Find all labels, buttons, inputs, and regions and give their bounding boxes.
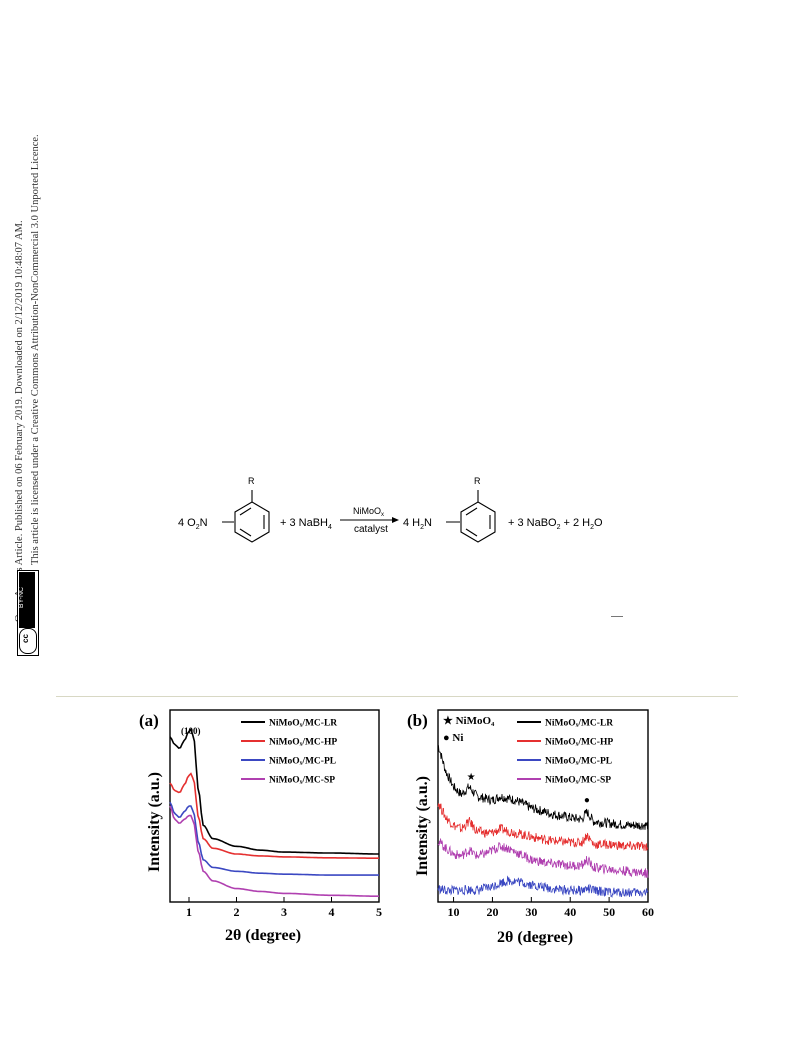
publication-info-text: Open Access Article. Published on 06 Feb… (14, 220, 25, 622)
panel-a-series (169, 727, 379, 897)
panel-a-xlabel: 2θ (degree) (225, 927, 301, 944)
legend-entry: NiMoOₓ/MC-SP (269, 776, 335, 786)
legend-entry: NiMoOₓ/MC-LR (545, 719, 613, 729)
creative-commons-icon: cc (19, 628, 37, 654)
x-tick-label: 1 (186, 905, 192, 919)
legend-entry: NiMoOₓ/MC-LR (269, 719, 337, 729)
series-line-a-3 (169, 805, 379, 897)
x-tick-label: 60 (642, 905, 654, 919)
reagent-nabh4: + 3 NaBH4 (280, 517, 332, 531)
cc-by-nc-label: BY-NC (18, 572, 35, 628)
reaction-scheme: 4 O2N R + 3 NaBH4 NiMoOx catalyst 4 H2N (178, 476, 603, 543)
panel-a-peak-annotation: (100) (181, 726, 201, 736)
x-tick-label: 5 (376, 905, 382, 919)
panel-a-label: (a) (139, 711, 159, 730)
benzene-ring-product (460, 490, 496, 543)
panel-b-xlabel: 2θ (degree) (497, 929, 573, 946)
panel-a-legend: NiMoOₓ/MC-LR NiMoOₓ/MC-HP NiMoOₓ/MC-PL NiMo… (241, 719, 337, 786)
xrd-figure: (a) Intensity (a.u.) 1 2 3 4 5 (100) NiMoOₓ/… (139, 709, 654, 946)
catalyst-formula: NiMoOx (353, 506, 384, 518)
section-divider (56, 696, 738, 697)
license-text[interactable]: This article is licensed under a Creativ… (30, 134, 41, 565)
x-tick-label: 4 (329, 905, 335, 919)
license-sidebar: Open Access Article. Published on 06 Feb… (0, 0, 60, 700)
footnote-dash (611, 616, 623, 617)
phase-marker: ● (584, 795, 590, 806)
phase-key-entry: ● Ni (443, 732, 463, 744)
panel-a-ylabel: Intensity (a.u.) (146, 772, 163, 872)
series-line-b-1 (437, 802, 648, 851)
legend-entry: NiMoOₓ/MC-HP (269, 738, 337, 748)
series-line-a-1 (169, 772, 379, 859)
phase-key-entry: ★ NiMoO₄ (443, 715, 495, 727)
panel-b-chart: (b) Intensity (a.u.) 10 20 30 40 50 60 ★ NiMo… (407, 709, 654, 946)
panel-a-ticks: 1 2 3 4 5 (186, 897, 382, 919)
panel-b-label: (b) (407, 711, 428, 730)
x-tick-label: 10 (448, 905, 460, 919)
substituent-label-product: R (474, 476, 481, 486)
legend-entry: NiMoOₓ/MC-HP (545, 738, 613, 748)
x-tick-label: 50 (603, 905, 615, 919)
series-line-b-2 (437, 875, 649, 899)
cc-license-badge[interactable]: BY-NC cc (17, 570, 39, 656)
phase-marker: ★ (467, 772, 476, 783)
series-line-b-0 (437, 744, 649, 831)
substituent-label-reactant: R (248, 476, 255, 486)
reaction-arrow (340, 517, 399, 523)
panel-b-series (437, 744, 649, 899)
x-tick-label: 20 (486, 905, 498, 919)
catalyst-label: catalyst (354, 524, 388, 535)
panel-a-chart: (a) Intensity (a.u.) 1 2 3 4 5 (100) NiMoOₓ/… (139, 709, 382, 944)
panel-b-phase-markers: ★ NiMoO₄ ★ ● Ni ● (443, 715, 590, 806)
benzene-ring-reactant (234, 490, 270, 543)
x-tick-label: 2 (234, 905, 240, 919)
byproducts-formula: + 3 NaBO2 + 2 H2O (508, 517, 603, 531)
product-formula: 4 H2N (403, 517, 432, 531)
x-tick-label: 3 (281, 905, 287, 919)
panel-b-legend: NiMoOₓ/MC-LR NiMoOₓ/MC-HP NiMoOₓ/MC-PL NiMo… (517, 719, 613, 786)
x-tick-label: 30 (525, 905, 537, 919)
panel-b-ticks: 10 20 30 40 50 60 (448, 897, 654, 919)
x-tick-label: 40 (564, 905, 576, 919)
series-line-a-2 (169, 801, 379, 876)
series-line-b-3 (437, 838, 649, 878)
series-line-a-0 (169, 727, 379, 855)
legend-entry: NiMoOₓ/MC-PL (545, 757, 612, 767)
legend-entry: NiMoOₓ/MC-SP (545, 776, 611, 786)
reactant-formula: 4 O2N (178, 517, 208, 531)
panel-b-ylabel: Intensity (a.u.) (414, 776, 431, 876)
legend-entry: NiMoOₓ/MC-PL (269, 757, 336, 767)
